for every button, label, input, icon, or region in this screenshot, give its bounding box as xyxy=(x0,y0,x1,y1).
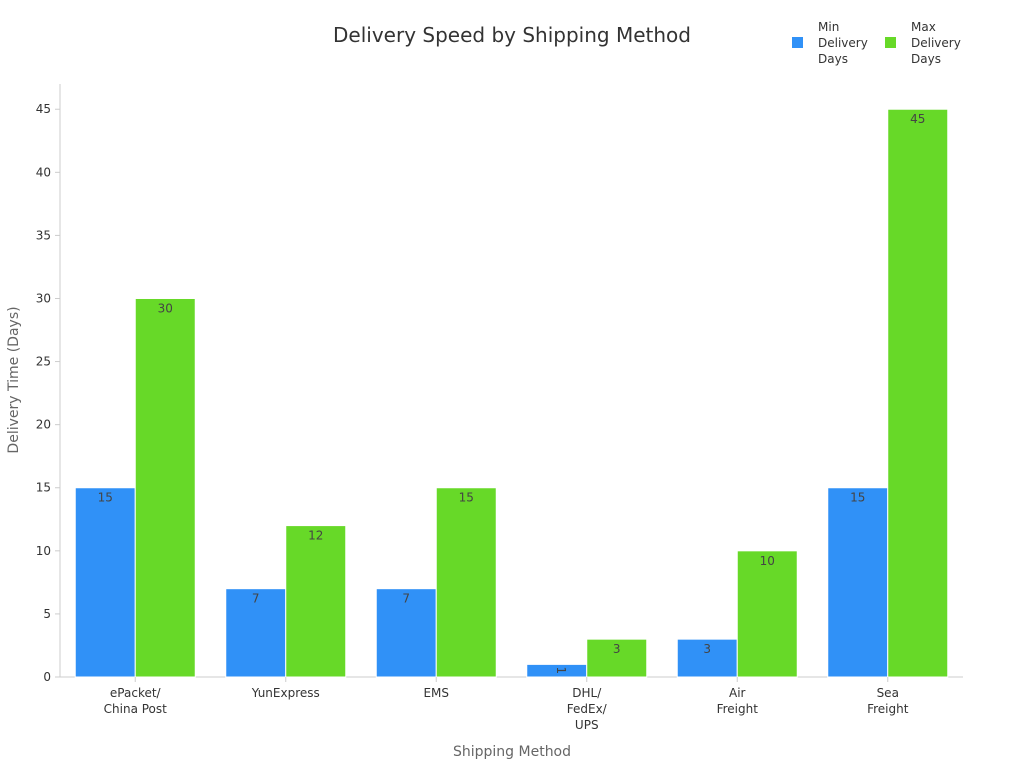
y-tick-label: 40 xyxy=(36,165,51,179)
data-label: 12 xyxy=(308,529,323,543)
bar-min xyxy=(375,588,437,678)
data-label: 10 xyxy=(760,554,775,568)
bar-max xyxy=(586,638,648,678)
bar-min xyxy=(827,487,889,678)
y-tick-label: 0 xyxy=(43,670,51,684)
legend-swatch xyxy=(792,37,803,48)
y-tick-label: 25 xyxy=(36,355,51,369)
data-label: 15 xyxy=(98,491,113,505)
bar-max xyxy=(736,550,798,678)
chart-title: Delivery Speed by Shipping Method xyxy=(333,23,691,47)
bar-max xyxy=(285,525,347,678)
data-label: 1 xyxy=(554,667,568,675)
x-tick-label: DHL/FedEx/UPS xyxy=(567,686,608,732)
bar-min xyxy=(74,487,136,678)
y-tick-label: 15 xyxy=(36,481,51,495)
y-tick-label: 5 xyxy=(43,607,51,621)
bar-min xyxy=(676,638,738,678)
data-label: 3 xyxy=(613,642,621,656)
legend-swatch xyxy=(885,37,896,48)
data-label: 45 xyxy=(910,112,925,126)
data-label: 3 xyxy=(703,642,711,656)
data-label: 30 xyxy=(158,301,173,315)
x-tick-label: Sea Freight xyxy=(867,686,909,716)
y-tick-label: 35 xyxy=(36,228,51,242)
y-axis-ticks: 0 5 10 15 20 25 30 35 40 45 xyxy=(36,102,60,684)
y-axis-label: Delivery Time (Days) xyxy=(6,306,22,453)
y-tick-label: 45 xyxy=(36,102,51,116)
legend: Min Delivery Days Max Delivery Days xyxy=(792,20,961,66)
x-tick-label: ePacket/China Post xyxy=(104,686,167,716)
bar-max xyxy=(134,297,196,678)
data-label: 7 xyxy=(402,592,410,606)
data-labels-group: 15 30 7 12 7 15 1 3 3 10 15 45 xyxy=(98,112,926,674)
data-label: 15 xyxy=(459,491,474,505)
y-tick-label: 10 xyxy=(36,544,51,558)
data-label: 15 xyxy=(850,491,865,505)
x-tick-label: EMS xyxy=(423,686,449,700)
bars-group xyxy=(74,108,949,678)
data-label: 7 xyxy=(252,592,260,606)
y-tick-label: 30 xyxy=(36,291,51,305)
bar-max xyxy=(887,108,949,678)
x-axis-label: Shipping Method xyxy=(453,744,571,760)
legend-label: Max Delivery Days xyxy=(911,20,961,66)
bar-max xyxy=(435,487,497,678)
x-tick-label: Air Freight xyxy=(717,686,759,716)
category-labels-group: ePacket/China Post YunExpress EMS DHL/FedEx… xyxy=(104,677,909,732)
x-tick-label: YunExpress xyxy=(251,686,320,700)
legend-label: Min Delivery Days xyxy=(818,20,868,66)
y-tick-label: 20 xyxy=(36,418,51,432)
bar-min xyxy=(225,588,287,678)
